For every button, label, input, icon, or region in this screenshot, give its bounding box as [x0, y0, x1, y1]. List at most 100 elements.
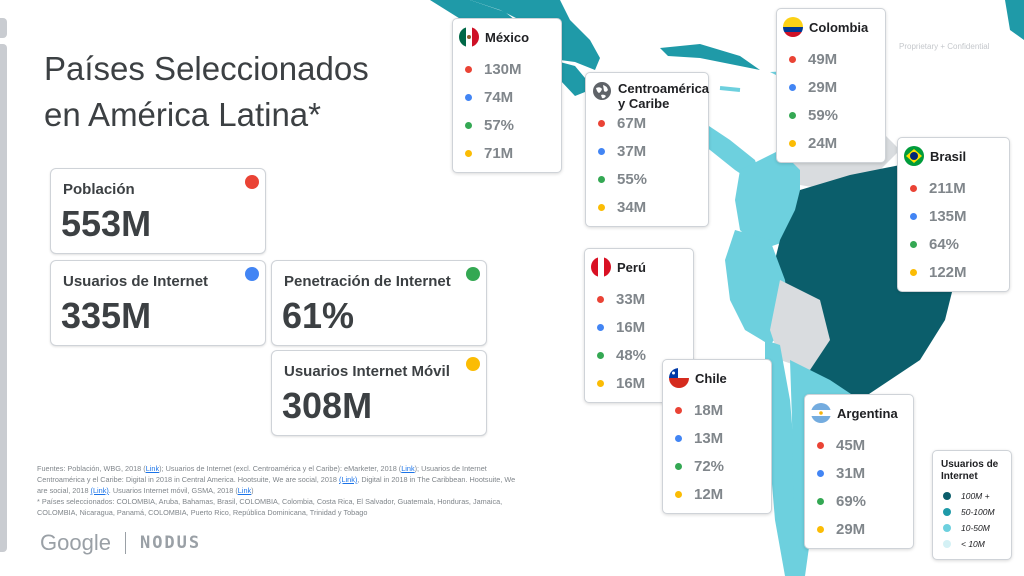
stat-card-usuarios: Usuarios de Internet 335M — [50, 260, 266, 346]
legend-title: Usuarios de Internet — [941, 459, 999, 482]
country-value: 74M — [484, 89, 514, 106]
red-dot-icon — [910, 185, 917, 192]
country-value: 71M — [484, 145, 514, 162]
country-name: Brasil — [930, 148, 967, 164]
title-line1: Países Seleccionados — [44, 50, 369, 87]
legend-swatch — [943, 540, 951, 548]
red-dot-icon — [817, 442, 824, 449]
country-value: 12M — [694, 486, 724, 503]
country-value: 31M — [836, 465, 866, 482]
source-link[interactable]: Link — [237, 486, 252, 495]
source-link[interactable]: (Link) — [90, 486, 109, 495]
legend-label: 10-50M — [961, 523, 990, 533]
country-value: 13M — [694, 430, 724, 447]
stat-value: 308M — [282, 385, 373, 426]
green-dot-icon — [598, 176, 605, 183]
green-dot-icon — [466, 267, 480, 281]
green-dot-icon — [910, 241, 917, 248]
country-value: 18M — [694, 402, 724, 419]
green-dot-icon — [789, 112, 796, 119]
yellow-dot-icon — [598, 204, 605, 211]
sources-segment: Fuentes: Población, WBG, 2018 ( — [37, 464, 146, 473]
country-value: 49M — [808, 51, 838, 68]
yellow-dot-icon — [466, 357, 480, 371]
country-card-colombia: Colombia 49M 29M 59% 24M — [776, 8, 886, 163]
sidebar-strip — [0, 44, 7, 552]
country-name-line1: Centroamérica — [618, 81, 710, 96]
map-bolivia — [770, 280, 830, 370]
country-value: 29M — [808, 79, 838, 96]
stat-card-movil: Usuarios Internet Móvil 308M — [271, 350, 487, 436]
peru-flag-icon — [591, 257, 611, 277]
brazil-flag-icon — [904, 146, 924, 166]
stat-label: Penetración de Internet — [284, 273, 451, 290]
blue-dot-icon — [597, 324, 604, 331]
country-value: 29M — [836, 521, 866, 538]
blue-dot-icon — [817, 470, 824, 477]
google-logo: Google — [40, 530, 111, 555]
chile-flag-icon — [669, 368, 689, 388]
sources-segment: ) — [251, 486, 254, 495]
sources-segment: ); Usuarios de Internet (excl. Centroamé… — [159, 464, 402, 473]
country-value: 135M — [929, 208, 967, 225]
blue-dot-icon — [675, 435, 682, 442]
stat-label: Usuarios de Internet — [63, 273, 209, 290]
blue-dot-icon — [789, 84, 796, 91]
title-line2: en América Latina* — [44, 96, 322, 133]
country-card-peru: Perú 33M 16M 48% 16M — [584, 248, 694, 403]
sources-segment: . Usuarios Internet móvil, GSMA, 2018 ( — [108, 486, 238, 495]
country-card-argentina: Argentina 45M 31M 69% 29M — [804, 394, 914, 549]
page-title: Países Seleccionados en América Latina* — [44, 46, 369, 138]
argentina-flag-icon — [811, 403, 831, 423]
legend-label: < 10M — [961, 539, 985, 549]
country-name-line2: y Caribe — [618, 96, 670, 111]
source-link[interactable]: Link — [145, 464, 160, 473]
sources-segment: , Digital in 2018 in The Caribbean. Hoot… — [37, 475, 516, 495]
map-colombia — [735, 150, 800, 250]
stat-label: Población — [63, 181, 135, 198]
confidential-label: Proprietary + Confidential — [899, 42, 990, 51]
yellow-dot-icon — [817, 526, 824, 533]
map-legend: Usuarios de Internet 100M + 50-100M 10-5… — [932, 450, 1012, 560]
country-value: 67M — [617, 115, 647, 132]
red-dot-icon — [597, 296, 604, 303]
mexico-flag-icon — [459, 27, 479, 47]
source-link[interactable]: (Link) — [339, 475, 358, 484]
green-dot-icon — [597, 352, 604, 359]
country-value: 48% — [616, 347, 647, 364]
stat-value: 553M — [61, 203, 152, 244]
country-name: Chile — [695, 370, 727, 386]
yellow-dot-icon — [789, 140, 796, 147]
source-link[interactable]: Link — [401, 464, 415, 473]
stat-card-penetracion: Penetración de Internet 61% — [271, 260, 487, 346]
sources-text: Fuentes: Población, WBG, 2018 (Link); Us… — [37, 463, 517, 518]
country-value: 122M — [929, 264, 967, 281]
country-value: 130M — [484, 61, 522, 78]
yellow-dot-icon — [910, 269, 917, 276]
country-value: 64% — [929, 236, 960, 253]
country-name: Colombia — [809, 19, 869, 35]
green-dot-icon — [817, 498, 824, 505]
green-dot-icon — [465, 122, 472, 129]
red-dot-icon — [245, 175, 259, 189]
blue-dot-icon — [465, 94, 472, 101]
country-name: México — [485, 29, 530, 45]
colombia-flag-icon — [783, 17, 803, 37]
country-name: Centroamérica y Caribe — [618, 81, 709, 111]
yellow-dot-icon — [675, 491, 682, 498]
map-rightedge — [1005, 0, 1024, 40]
sources-footnote: * Países seleccionados: COLOMBIA, Aruba,… — [37, 497, 503, 517]
country-value: 34M — [617, 199, 647, 216]
logo-divider — [124, 532, 126, 554]
country-value: 57% — [484, 117, 515, 134]
legend-swatch — [943, 524, 951, 532]
country-value: 55% — [617, 171, 648, 188]
globe-icon — [592, 81, 612, 101]
stat-value: 335M — [61, 295, 152, 336]
country-card-mexico: México 130M 74M 57% 71M — [452, 18, 562, 173]
blue-dot-icon — [598, 148, 605, 155]
country-value: 45M — [836, 437, 866, 454]
footer-logos: Google NODUS — [40, 530, 201, 556]
stat-label: Usuarios Internet Móvil — [284, 363, 450, 380]
country-value: 33M — [616, 291, 646, 308]
